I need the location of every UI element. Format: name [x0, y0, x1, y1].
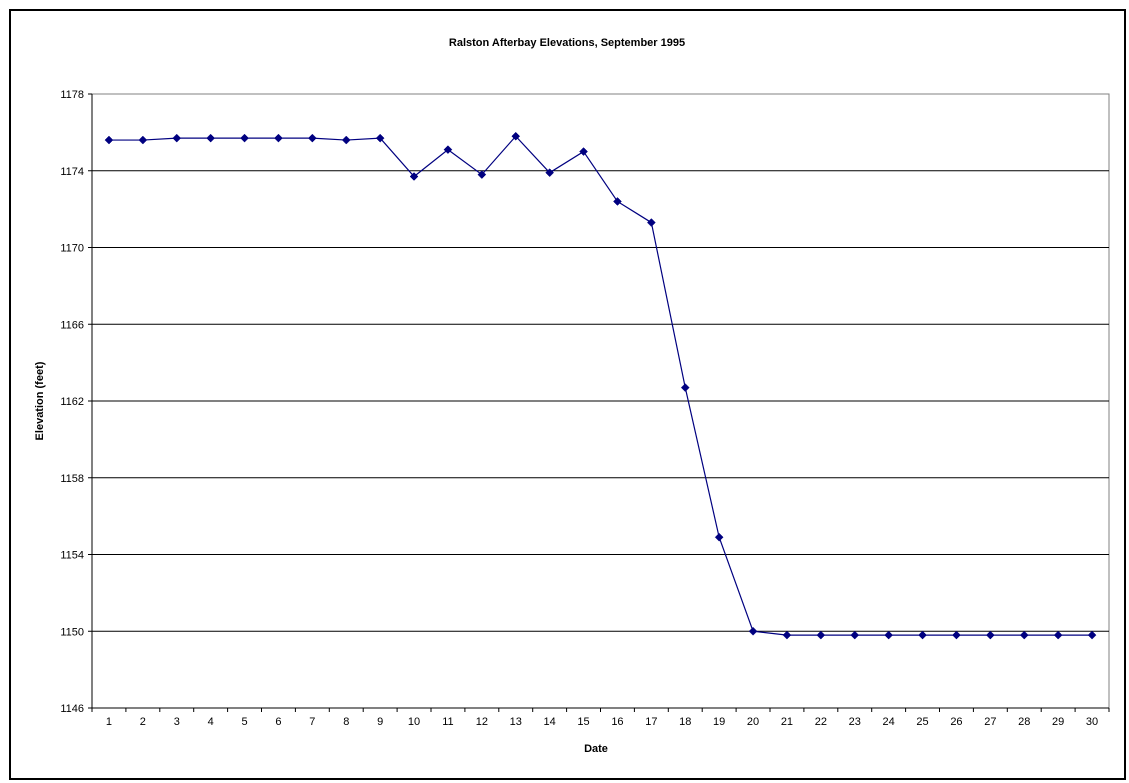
x-tick-label: 1 [106, 716, 112, 728]
x-tick-label: 6 [275, 716, 281, 728]
data-point [646, 218, 656, 227]
y-tick-label: 1178 [60, 89, 84, 101]
x-axis-ticks: 1 2 3 4 5 6 7 8 9 10 11 12 13 14 15 16 17 18 19 20 21 22 23 24 2… [91, 708, 1110, 728]
data-point [613, 197, 622, 206]
grid-lines [92, 170, 1109, 632]
x-tick-label: 18 [679, 716, 691, 728]
data-point [138, 135, 148, 145]
x-tick-label: 3 [174, 716, 180, 728]
data-point [1087, 630, 1097, 640]
x-tick-label: 12 [476, 716, 488, 728]
x-tick-label: 26 [950, 716, 962, 728]
data-point [748, 626, 758, 636]
data-point [816, 630, 826, 640]
chart-title: Ralston Afterbay Elevations, September 1… [449, 37, 685, 49]
data-point [1019, 630, 1029, 640]
x-axis-label: Date [584, 743, 608, 755]
x-tick-label: 7 [309, 716, 315, 728]
data-point [579, 147, 588, 156]
x-tick-label: 2 [140, 716, 146, 728]
data-point [375, 133, 385, 143]
x-tick-label: 4 [208, 716, 214, 728]
data-point [172, 133, 182, 143]
x-tick-label: 13 [510, 716, 522, 728]
x-tick-label: 15 [577, 716, 589, 728]
data-point [782, 630, 792, 640]
x-tick-label: 27 [984, 716, 996, 728]
y-axis-ticks: 1146 1150 1154 1158 1162 1166 1170 1174 1178 [60, 89, 92, 715]
y-tick-label: 1158 [60, 473, 84, 485]
data-point [1053, 630, 1063, 640]
x-tick-label: 22 [815, 716, 827, 728]
x-tick-label: 30 [1086, 716, 1098, 728]
series-line [108, 135, 1093, 636]
x-tick-label: 11 [442, 716, 453, 728]
x-tick-label: 8 [343, 716, 349, 728]
x-tick-label: 24 [883, 716, 895, 728]
x-tick-label: 25 [916, 716, 928, 728]
x-tick-label: 21 [781, 716, 793, 728]
y-tick-label: 1166 [60, 319, 84, 331]
y-tick-label: 1154 [60, 550, 84, 562]
y-tick-label: 1150 [60, 626, 84, 638]
x-tick-label: 20 [747, 716, 759, 728]
y-tick-label: 1174 [60, 166, 84, 178]
data-point [884, 630, 894, 640]
series-elevation [104, 131, 1097, 640]
y-axis-label: Elevation (feet) [34, 361, 46, 440]
data-point [104, 135, 114, 145]
x-tick-label: 17 [645, 716, 657, 728]
data-point [545, 168, 555, 178]
data-point [341, 135, 351, 145]
data-point [443, 145, 453, 154]
data-point [240, 133, 249, 143]
x-tick-label: 29 [1052, 716, 1064, 728]
data-point [714, 532, 724, 542]
x-tick-label: 23 [849, 716, 861, 728]
x-tick-label: 14 [544, 716, 556, 728]
x-tick-label: 28 [1018, 716, 1030, 728]
y-tick-label: 1162 [60, 396, 84, 408]
y-tick-label: 1170 [60, 243, 84, 255]
data-point [409, 172, 419, 181]
data-point [206, 133, 216, 143]
x-tick-label: 10 [408, 716, 420, 728]
data-point [680, 383, 690, 392]
data-point [918, 630, 927, 640]
data-point [985, 630, 995, 640]
data-point [511, 131, 521, 141]
data-point [952, 630, 961, 640]
data-point [274, 133, 283, 143]
data-point [850, 630, 860, 640]
x-tick-label: 5 [241, 716, 247, 728]
data-point [307, 133, 317, 143]
x-tick-label: 9 [377, 716, 383, 728]
data-point [477, 170, 487, 179]
y-tick-label: 1146 [60, 703, 84, 715]
x-tick-label: 19 [713, 716, 725, 728]
x-tick-label: 16 [611, 716, 623, 728]
